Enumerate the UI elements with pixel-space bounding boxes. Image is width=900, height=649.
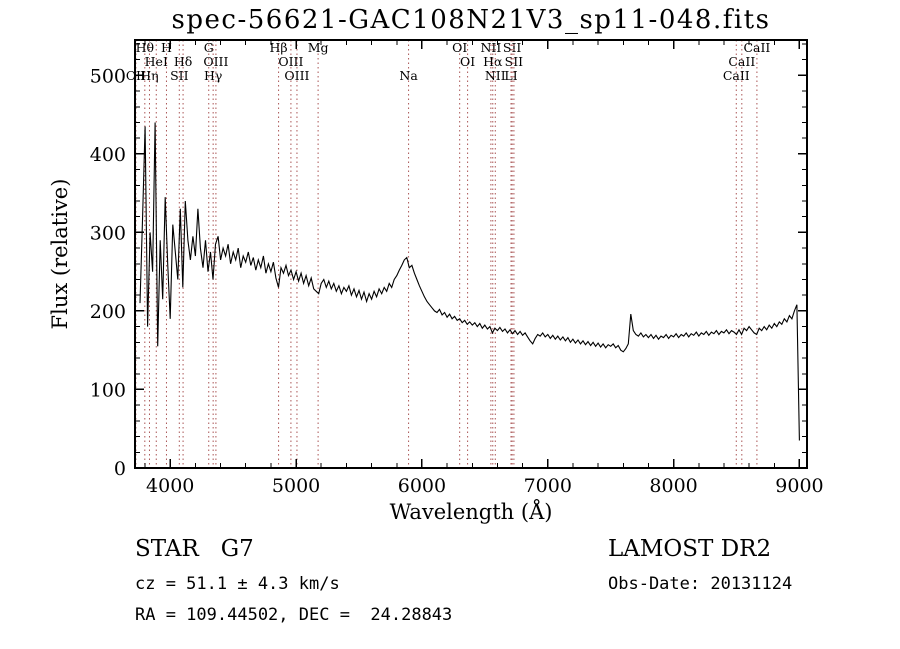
y-tick-label: 500 xyxy=(90,65,126,87)
plot-frame xyxy=(134,39,808,469)
spectral-line-label: OI xyxy=(452,40,467,55)
object-class-label: STAR G7 xyxy=(135,536,254,562)
x-tick-label: 9000 xyxy=(775,475,823,497)
spectral-line-label: Hδ xyxy=(174,54,192,69)
spectral-line-label: OIII xyxy=(278,54,303,69)
spectral-line-label: Hβ xyxy=(270,40,288,55)
spectral-line-label: CaII xyxy=(728,54,755,69)
spectral-line-label: G xyxy=(204,40,214,55)
spectral-line-label: NII xyxy=(485,68,506,83)
cz-value-label: cz = 51.1 ± 4.3 km/s xyxy=(135,574,340,594)
spectral-line-label: NII xyxy=(480,40,501,55)
spectral-line-label: CaII xyxy=(743,40,770,55)
spectral-line-label: Hα xyxy=(483,54,503,69)
spectral-line-label: H xyxy=(161,40,172,55)
y-tick-label: 400 xyxy=(90,144,126,166)
spectral-line-label: Hη xyxy=(140,68,158,83)
y-tick-label: 300 xyxy=(90,222,126,244)
y-tick-label: 200 xyxy=(90,301,126,323)
y-tick-label: 100 xyxy=(90,379,126,401)
spectral-line-label: HeI xyxy=(145,54,168,69)
spectral-line-label: Na xyxy=(399,68,418,83)
y-axis-title: Flux (relative) xyxy=(48,178,72,330)
survey-name-label: LAMOST DR2 xyxy=(608,536,772,562)
spectral-line-label: CaII xyxy=(723,68,750,83)
spectral-line-label: Mg xyxy=(308,40,329,55)
x-tick-label: 7000 xyxy=(524,475,572,497)
spectral-line-label: Hγ xyxy=(204,68,222,83)
spectrum-line xyxy=(139,122,800,441)
spectral-line-label: OIII xyxy=(203,54,228,69)
y-tick-label: 0 xyxy=(114,458,126,480)
obs-date-label: Obs-Date: 20131124 xyxy=(608,574,793,594)
spectral-line-label: OIII xyxy=(284,68,309,83)
spectral-line-label: SII xyxy=(505,54,524,69)
spectral-line-label: SII xyxy=(503,40,522,55)
spectral-line-label: LI xyxy=(504,68,517,83)
x-tick-label: 4000 xyxy=(146,475,194,497)
spectral-line-label: Hθ xyxy=(136,40,154,55)
coordinates-label: RA = 109.44502, DEC = 24.28843 xyxy=(135,605,453,625)
x-axis-title: Wavelength (Å) xyxy=(389,500,553,524)
spectral-line-label: OI xyxy=(460,54,475,69)
x-tick-label: 6000 xyxy=(398,475,446,497)
x-tick-label: 8000 xyxy=(649,475,697,497)
plot-title: spec-56621-GAC108N21V3_sp11-048.fits xyxy=(171,5,771,35)
x-tick-label: 5000 xyxy=(272,475,320,497)
spectral-line-label: SII xyxy=(170,68,189,83)
